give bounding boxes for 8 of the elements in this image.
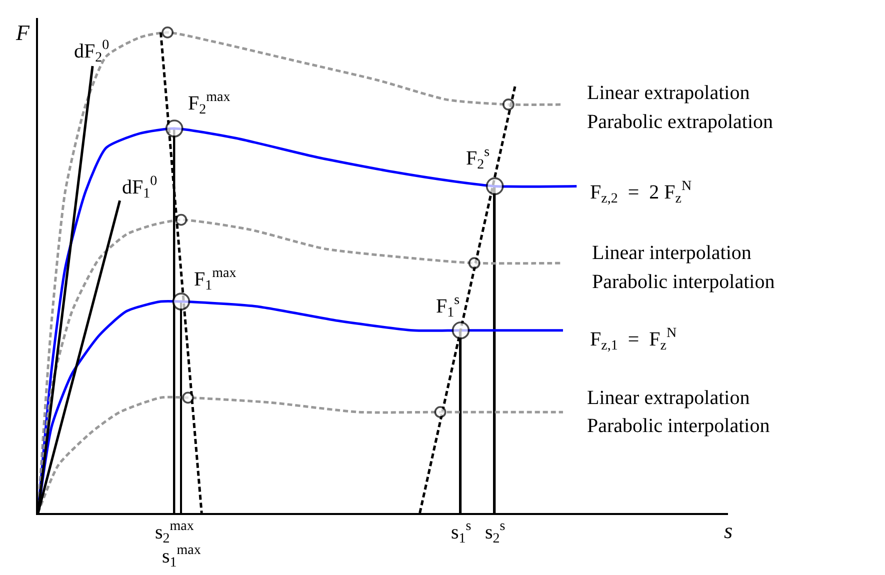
- text: Linear extrapolation: [587, 387, 750, 409]
- text: Parabolic interpolation: [592, 271, 775, 293]
- text: Parabolic interpolation: [587, 415, 770, 437]
- text: Linear interpolation: [592, 242, 752, 264]
- text: Parabolic extrapolation: [587, 111, 774, 133]
- text: Linear extrapolation: [587, 82, 750, 104]
- y-axis-title: F: [15, 20, 30, 45]
- text: s: [724, 518, 733, 543]
